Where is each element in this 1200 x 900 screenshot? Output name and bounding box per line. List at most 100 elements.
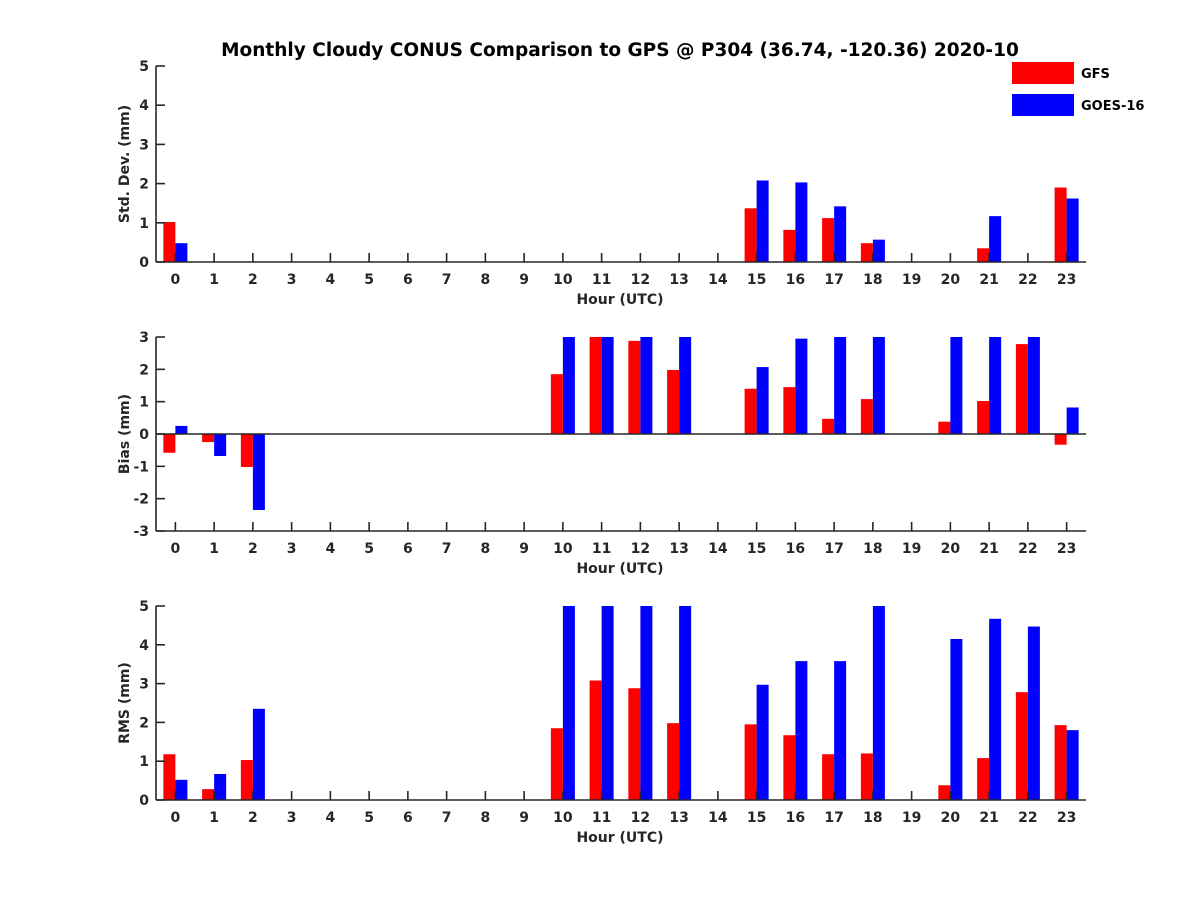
x-tick-label: 0 xyxy=(171,810,181,826)
bar-gfs-23 xyxy=(1054,725,1067,800)
x-tick-label: 23 xyxy=(1057,810,1076,826)
x-axis-title: Hour (UTC) xyxy=(576,292,663,308)
bar-goes-16-20 xyxy=(950,638,963,800)
bar-gfs-12 xyxy=(628,340,641,434)
x-tick-label: 21 xyxy=(979,272,998,288)
x-tick-label: 7 xyxy=(442,272,452,288)
x-tick-label: 9 xyxy=(519,810,529,826)
x-tick-label: 4 xyxy=(326,810,336,826)
bar-gfs-20 xyxy=(938,785,951,800)
bar-goes-16-18 xyxy=(872,606,885,800)
x-tick-label: 14 xyxy=(708,272,728,288)
x-tick-label: 6 xyxy=(403,541,413,557)
y-tick-label: 1 xyxy=(139,754,149,770)
x-tick-label: 7 xyxy=(442,810,452,826)
x-tick-label: 0 xyxy=(171,541,181,557)
bar-gfs-20 xyxy=(938,421,951,434)
bar-goes-16-2 xyxy=(252,434,265,510)
bar-gfs-2 xyxy=(240,434,253,467)
x-tick-label: 19 xyxy=(902,272,921,288)
bar-gfs-22 xyxy=(1015,692,1028,800)
bar-goes-16-1 xyxy=(214,774,227,800)
x-tick-label: 5 xyxy=(364,541,374,557)
y-tick-label: 1 xyxy=(139,395,149,411)
bar-goes-16-23 xyxy=(1066,198,1079,262)
x-tick-label: 15 xyxy=(747,272,766,288)
bar-goes-16-10 xyxy=(562,337,575,434)
bar-gfs-17 xyxy=(822,754,835,800)
bar-goes-16-23 xyxy=(1066,407,1079,434)
bar-gfs-15 xyxy=(744,388,757,434)
legend: GFS GOES-16 xyxy=(1012,62,1144,116)
x-tick-label: 9 xyxy=(519,272,529,288)
x-tick-label: 17 xyxy=(824,272,843,288)
x-tick-label: 16 xyxy=(786,541,805,557)
x-tick-label: 3 xyxy=(287,272,297,288)
legend-swatch-gfs xyxy=(1012,62,1074,84)
bar-gfs-17 xyxy=(822,418,835,434)
y-tick-label: 3 xyxy=(139,677,149,693)
legend-swatch-goes-16 xyxy=(1012,94,1074,116)
y-tick-label: 3 xyxy=(139,137,149,153)
x-tick-label: 17 xyxy=(824,541,843,557)
bar-goes-16-12 xyxy=(640,337,653,434)
bar-goes-16-15 xyxy=(756,180,769,262)
x-tick-label: 21 xyxy=(979,810,998,826)
x-tick-label: 17 xyxy=(824,810,843,826)
bar-gfs-18 xyxy=(860,243,873,262)
bar-gfs-13 xyxy=(667,723,680,800)
x-tick-label: 12 xyxy=(631,810,650,826)
x-tick-label: 18 xyxy=(863,272,882,288)
x-tick-label: 10 xyxy=(553,541,573,557)
y-axis-title: Std. Dev. (mm) xyxy=(117,105,133,223)
x-tick-label: 15 xyxy=(747,541,766,557)
y-tick-label: 5 xyxy=(139,599,149,615)
x-tick-label: 20 xyxy=(941,541,961,557)
x-tick-label: 22 xyxy=(1018,541,1037,557)
bar-goes-16-21 xyxy=(989,216,1002,262)
bar-gfs-21 xyxy=(977,248,990,262)
y-axis-title: Bias (mm) xyxy=(117,394,133,474)
x-tick-label: 11 xyxy=(592,810,611,826)
bar-gfs-15 xyxy=(744,208,757,262)
x-tick-label: 3 xyxy=(287,541,297,557)
x-tick-label: 8 xyxy=(481,541,491,557)
x-tick-label: 21 xyxy=(979,541,998,557)
y-tick-label: -1 xyxy=(133,459,149,475)
x-tick-label: 3 xyxy=(287,810,297,826)
y-tick-label: 2 xyxy=(139,715,149,731)
x-tick-label: 1 xyxy=(209,810,219,826)
bar-goes-16-16 xyxy=(795,661,808,800)
bar-goes-16-1 xyxy=(214,434,227,456)
bar-goes-16-21 xyxy=(989,337,1002,434)
y-tick-label: 4 xyxy=(139,638,149,654)
x-tick-label: 18 xyxy=(863,541,882,557)
y-tick-label: 0 xyxy=(139,427,149,443)
bar-gfs-11 xyxy=(589,680,602,800)
bar-gfs-0 xyxy=(163,222,176,262)
y-tick-label: 0 xyxy=(139,255,149,271)
bar-goes-16-16 xyxy=(795,338,808,434)
bar-gfs-15 xyxy=(744,724,757,800)
x-tick-label: 20 xyxy=(941,272,961,288)
x-tick-label: 9 xyxy=(519,541,529,557)
x-tick-label: 23 xyxy=(1057,272,1076,288)
bar-goes-16-18 xyxy=(872,337,885,434)
x-tick-label: 22 xyxy=(1018,810,1037,826)
x-tick-label: 16 xyxy=(786,272,805,288)
x-tick-label: 16 xyxy=(786,810,805,826)
y-tick-label: 5 xyxy=(139,59,149,75)
bar-gfs-10 xyxy=(550,374,563,434)
y-tick-label: 1 xyxy=(139,216,149,232)
x-tick-label: 10 xyxy=(553,810,573,826)
bar-goes-16-11 xyxy=(601,606,614,800)
y-tick-label: 0 xyxy=(139,793,149,809)
y-tick-label: 2 xyxy=(139,177,149,193)
bar-goes-16-13 xyxy=(679,337,692,434)
x-tick-label: 1 xyxy=(209,272,219,288)
bar-gfs-18 xyxy=(860,753,873,800)
x-tick-label: 7 xyxy=(442,541,452,557)
